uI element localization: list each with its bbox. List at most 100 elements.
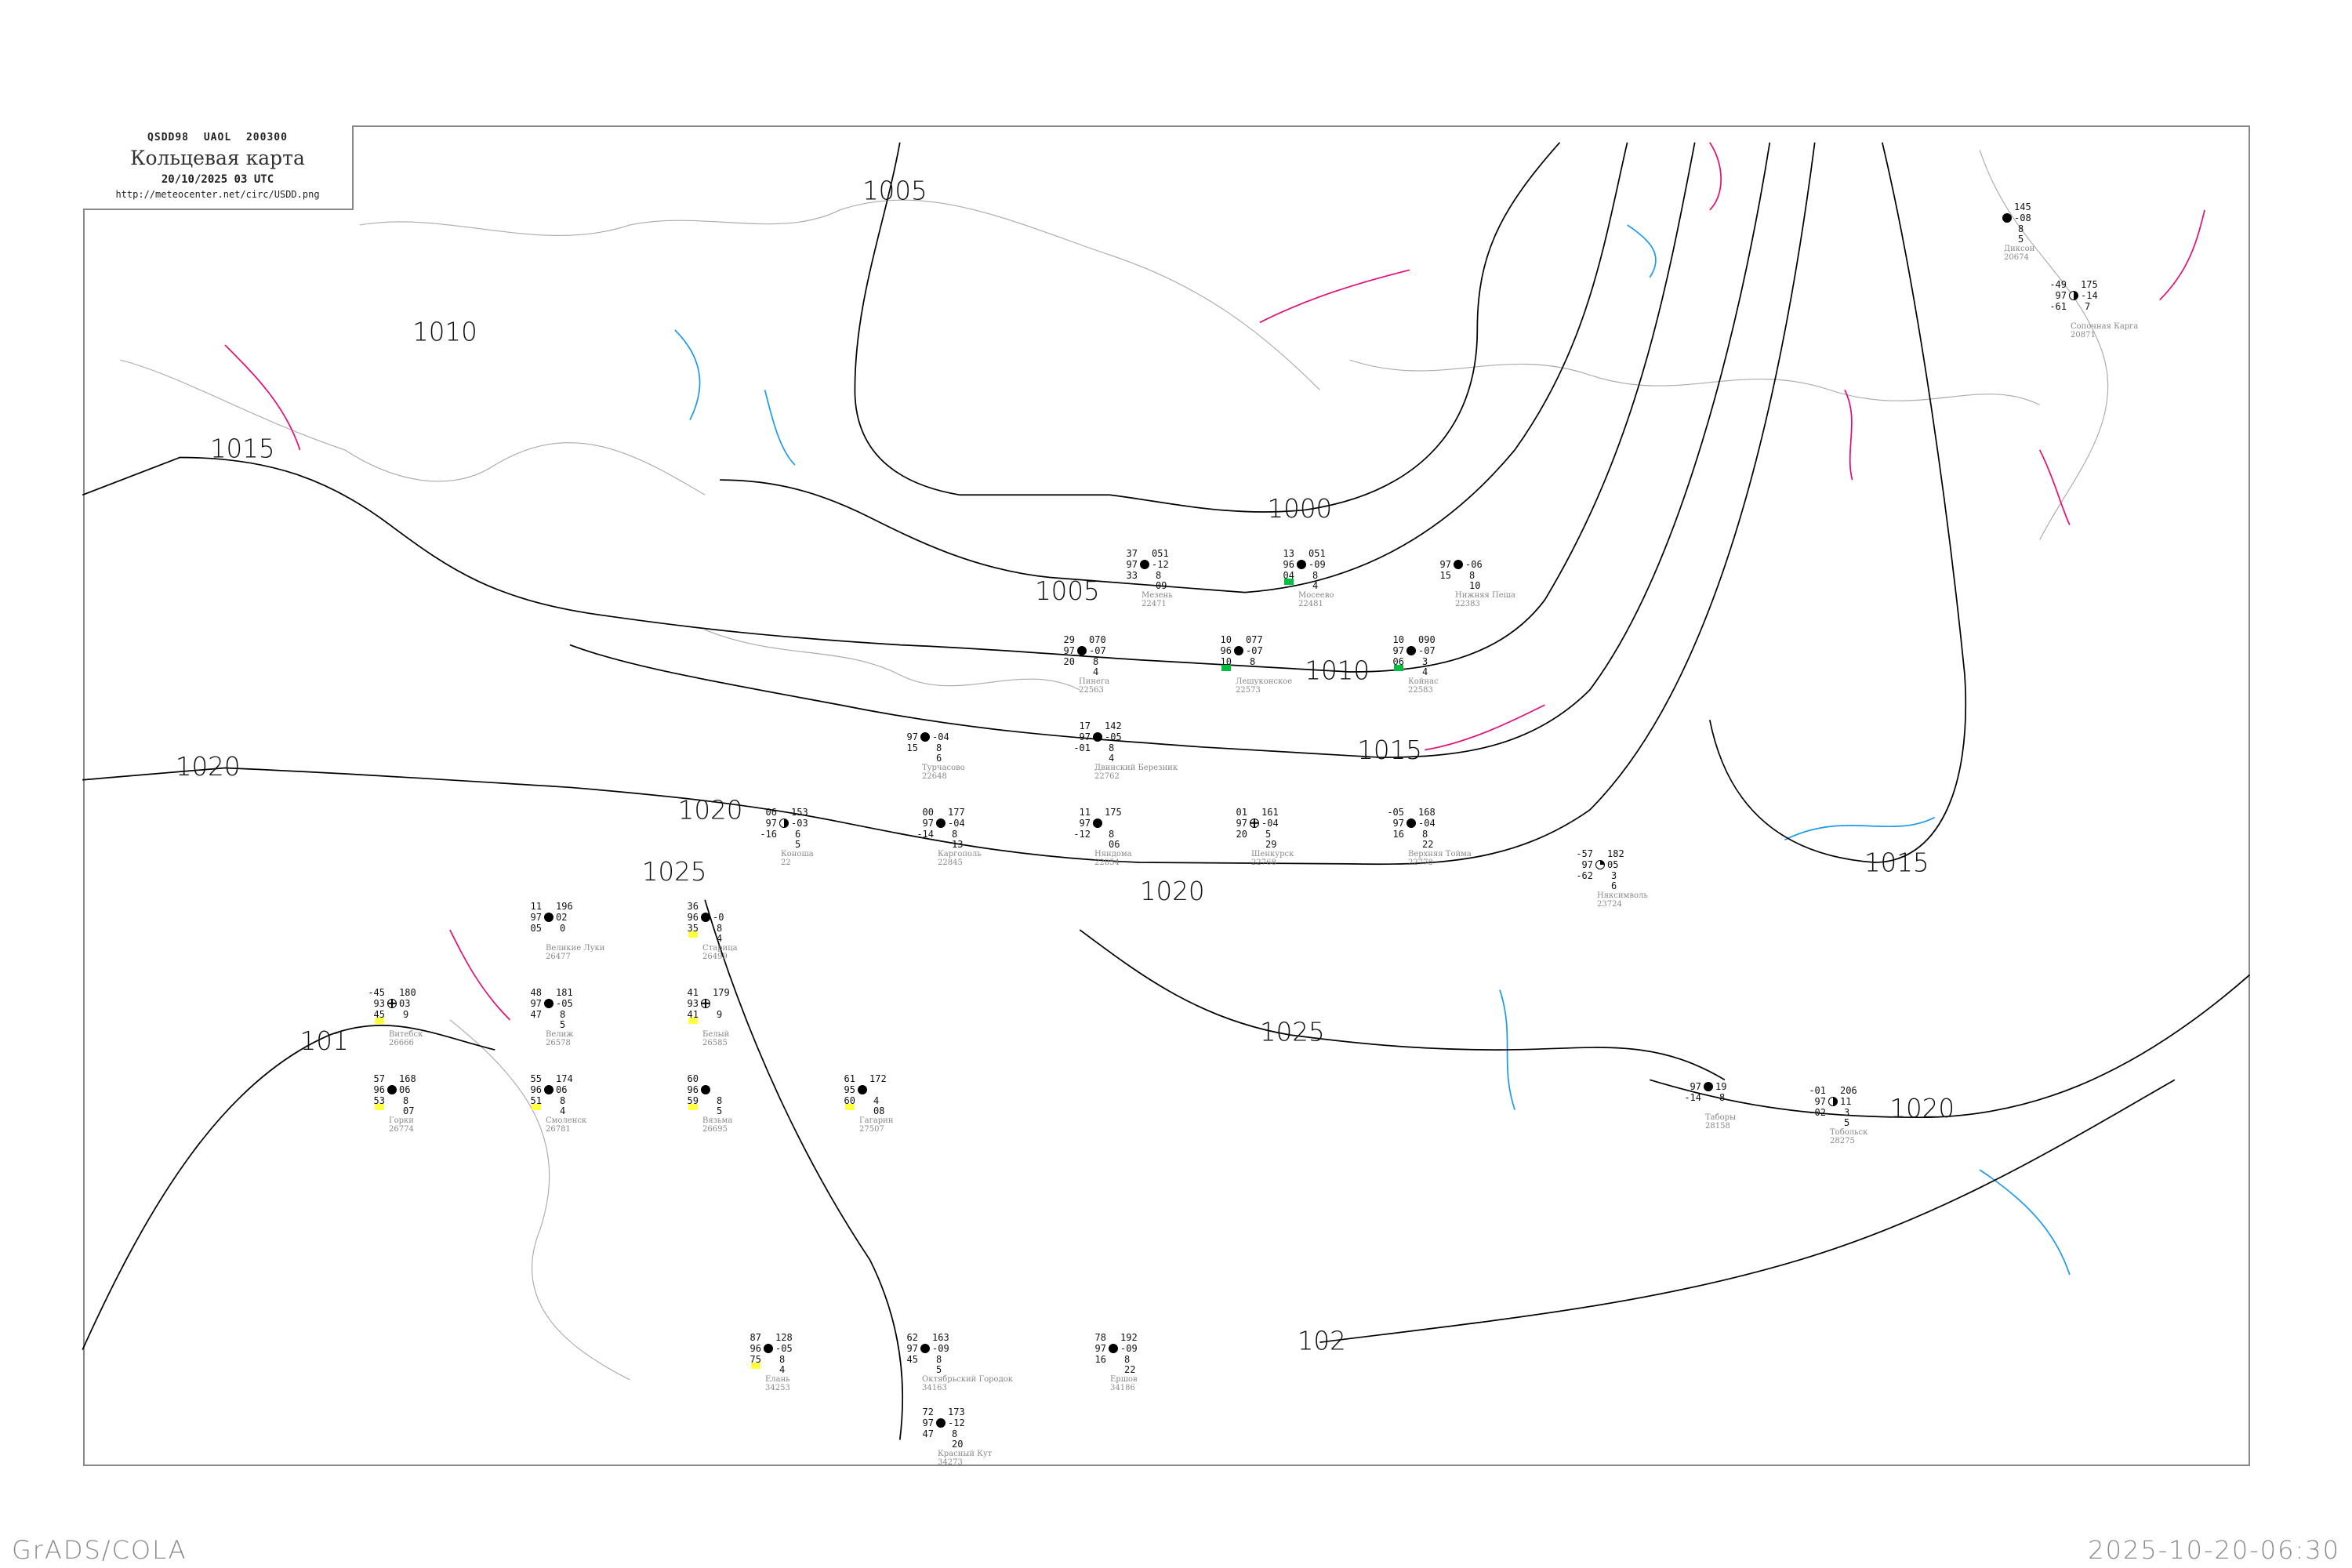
station-value-br2: 4 — [717, 933, 723, 944]
station-value-mr: -04 — [1418, 818, 1436, 829]
station-value-ml: 96 — [687, 1084, 699, 1095]
source-url[interactable]: http://meteocenter.net/circ/USDD.png — [115, 189, 320, 200]
station-value-tr: 177 — [948, 807, 965, 818]
station-value-br: 3 — [1611, 870, 1617, 881]
station-value-br: 8 — [952, 1428, 958, 1439]
station-value-br2: 5 — [936, 1364, 942, 1375]
station-value-bl: 75 — [750, 1354, 761, 1365]
station-value-br: 8 — [2018, 223, 2024, 234]
station-value-br: 8 — [717, 1095, 723, 1106]
isobar-label: 1020 — [1140, 877, 1205, 906]
station-value-br2: 29 — [1265, 839, 1277, 850]
cloud-cover-half-icon — [1828, 1097, 1838, 1106]
cloud-cover-filled-icon — [544, 913, 554, 922]
station-value-ml: 97 — [906, 1343, 918, 1354]
station-value-bl: 15 — [1439, 570, 1451, 581]
station-value-tl: 13 — [1283, 548, 1294, 559]
station-value-tl: -01 — [1809, 1085, 1826, 1096]
isobar-label: 1025 — [642, 857, 707, 887]
station-value-bl: 16 — [1392, 829, 1404, 840]
station-value-br2: 5 — [717, 1105, 723, 1116]
station-index: 26666 — [389, 1039, 414, 1047]
map-frame — [83, 125, 2250, 1466]
cloud-cover-filled-icon — [764, 1344, 773, 1353]
station-value-tl: 78 — [1094, 1332, 1106, 1343]
station-value-br: 8 — [717, 923, 723, 934]
station-value-br2: 20 — [952, 1439, 964, 1450]
station-value-tr: 196 — [556, 901, 573, 912]
station-value-br2: 5 — [2018, 234, 2024, 245]
cloud-cover-filled-icon — [1140, 560, 1149, 569]
precipitation-yellow-icon — [688, 931, 698, 938]
station-value-ml: 97 — [2055, 290, 2067, 301]
isobar-label: 1015 — [1864, 848, 1929, 877]
station-value-ml: 97 — [1392, 818, 1404, 829]
station-value-bl: 33 — [1126, 570, 1138, 581]
station-value-br: 8 — [1156, 570, 1162, 581]
station-value-br: 7 — [2085, 301, 2091, 312]
station-value-bl: -14 — [916, 829, 934, 840]
isobar-label: 1000 — [1267, 494, 1332, 524]
station-value-br2: 4 — [779, 1364, 786, 1375]
station-index: 27507 — [859, 1125, 884, 1134]
station-value-tr: 181 — [556, 987, 573, 998]
station-value-br: 8 — [1312, 570, 1319, 581]
station-value-tr: 182 — [1607, 848, 1624, 859]
station-value-br: 0 — [560, 923, 566, 934]
map-title: Кольцевая карта — [130, 147, 305, 169]
station-value-tl: 61 — [844, 1073, 855, 1084]
station-name: Таборы — [1705, 1113, 1737, 1122]
station-index: 22762 — [1094, 772, 1120, 781]
station-value-tl: 41 — [687, 987, 699, 998]
station-name: Диксон — [2004, 245, 2035, 253]
station-value-bl: 45 — [906, 1354, 918, 1365]
station-value-tr: 175 — [2081, 279, 2098, 290]
station-value-tl: 60 — [687, 1073, 699, 1084]
station-value-ml: 97 — [530, 998, 542, 1009]
station-value-br: 8 — [1109, 742, 1115, 753]
station-index: 20871 — [2071, 331, 2096, 339]
cloud-cover-quarter-icon — [1595, 860, 1605, 869]
isobar-label: 1010 — [412, 317, 477, 347]
station-value-br: 8 — [560, 1009, 566, 1020]
station-name: Велиж — [546, 1030, 574, 1039]
station-value-br2: 07 — [403, 1105, 415, 1116]
station-value-br: 8 — [560, 1095, 566, 1106]
cloud-cover-filled-icon — [936, 818, 946, 828]
station-value-tr: 128 — [775, 1332, 793, 1343]
station-index: 22778 — [1408, 858, 1433, 867]
station-value-mr: -07 — [1418, 645, 1436, 656]
station-value-mr: 02 — [556, 912, 568, 923]
station-value-br2: 10 — [1469, 580, 1481, 591]
station-value-tr: 174 — [556, 1073, 573, 1084]
station-name: Витебск — [389, 1030, 423, 1039]
station-index: 34253 — [765, 1384, 790, 1392]
cloud-cover-filled-icon — [701, 913, 710, 922]
station-value-mr: 11 — [1840, 1096, 1852, 1107]
cloud-cover-half-icon — [2069, 291, 2078, 300]
station-value-ml: 96 — [530, 1084, 542, 1095]
station-value-mr: 05 — [1607, 859, 1619, 870]
station-value-tr: 168 — [399, 1073, 416, 1084]
station-value-ml: 97 — [1126, 559, 1138, 570]
station-value-bl: 04 — [1283, 570, 1294, 581]
cloud-cover-cross-icon — [387, 999, 397, 1008]
map-header: QSDD98 UAOL 200300 Кольцевая карта 20/10… — [83, 125, 354, 210]
station-name: Ершов — [1110, 1375, 1138, 1384]
station-value-mr: -05 — [775, 1343, 793, 1354]
isobar-1000-west — [854, 142, 1110, 496]
station-name: Октябрьский Городок — [922, 1375, 1014, 1384]
station-value-ml: 97 — [906, 731, 918, 742]
station-value-br: 6 — [795, 829, 801, 840]
station-value-mr: -12 — [948, 1417, 965, 1428]
station-index: 26781 — [546, 1125, 571, 1134]
station-index: 28158 — [1705, 1122, 1730, 1131]
station-value-br2: 4 — [1422, 666, 1428, 677]
station-index: 22845 — [938, 858, 963, 867]
station-value-mr: -14 — [2081, 290, 2098, 301]
isobars — [82, 142, 2251, 1440]
station-value-br2: 4 — [1109, 753, 1115, 764]
station-index: 23724 — [1597, 900, 1622, 909]
station-value-tr: 142 — [1105, 720, 1122, 731]
